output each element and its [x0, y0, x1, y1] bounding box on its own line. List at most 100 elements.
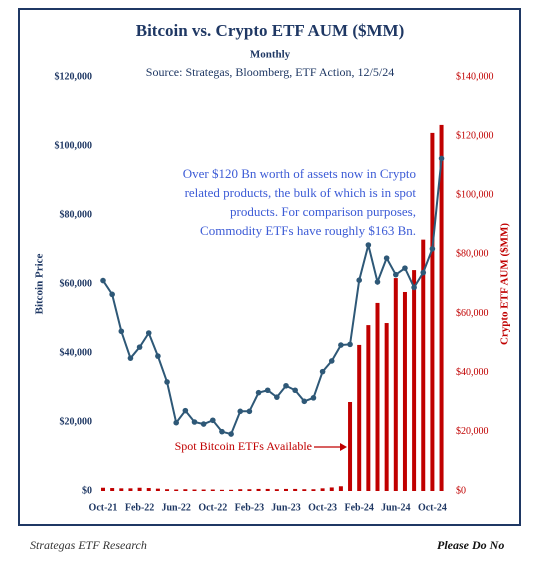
y2-tick-label: $60,000 [456, 308, 489, 319]
bar [421, 239, 426, 491]
y2-tick-label: $80,000 [456, 249, 489, 260]
line-point [109, 291, 115, 298]
bar [311, 489, 316, 491]
bar [375, 302, 380, 491]
line-point [301, 398, 308, 405]
line-point [136, 344, 143, 350]
line [102, 158, 443, 436]
bar [174, 489, 179, 491]
line-point [228, 431, 234, 437]
arrow-label: Spot Bitcoin ETFs Available [175, 439, 312, 453]
bar [101, 487, 105, 491]
x-tick-label: Jun-24 [381, 502, 410, 513]
y-tick-label: $100,000 [55, 140, 93, 151]
line-point [319, 368, 326, 375]
bar [430, 132, 435, 491]
bar [210, 489, 215, 491]
y-tick-label: $20,000 [60, 416, 93, 427]
bar [439, 124, 444, 492]
y-tick-label: $0 [82, 485, 92, 496]
line-point [328, 358, 335, 364]
y2-tick-label: $140,000 [456, 71, 494, 82]
line-point [164, 379, 170, 385]
annotation: Over $120 Bn worth of assets now in Cryp… [183, 166, 417, 238]
line-point [200, 421, 207, 427]
line-point [246, 408, 253, 415]
bar [146, 488, 151, 491]
bar [265, 488, 270, 491]
bar [384, 323, 389, 491]
annotation-line: Over $120 Bn worth of assets now in Cryp… [183, 166, 416, 181]
bar [274, 489, 279, 491]
line-point [210, 417, 216, 424]
bar [329, 487, 334, 491]
line-point [429, 246, 436, 252]
bar [119, 488, 124, 491]
bar [402, 291, 407, 491]
bar [238, 489, 243, 491]
bar [366, 325, 371, 491]
line-point [283, 382, 289, 389]
x-tick-label: Feb-24 [344, 502, 373, 513]
bar [183, 489, 188, 491]
bar [165, 489, 170, 491]
annotation-line: products. For comparison purposes, [230, 204, 416, 219]
line-point [292, 387, 298, 394]
bar [128, 488, 133, 491]
y-tick-label: $80,000 [60, 209, 93, 220]
y-tick-label: $120,000 [55, 71, 93, 82]
line-point [237, 408, 244, 415]
line-point [402, 265, 408, 271]
line-point [274, 394, 280, 400]
y-axis-title: Bitcoin Price [34, 253, 46, 314]
x-tick-label: Feb-23 [235, 502, 264, 513]
x-tick-label: Oct-22 [198, 502, 227, 513]
x-tick-label: Oct-24 [418, 502, 447, 513]
line-point [118, 328, 125, 335]
line-point [420, 269, 427, 276]
bar [155, 488, 160, 491]
bar [357, 344, 362, 491]
bar [247, 489, 252, 491]
x-tick-label: Jun-23 [271, 502, 300, 513]
line-point [255, 389, 262, 396]
y2-axis-title: Crypto ETF AUM ($MM) [499, 223, 511, 345]
y-tick-label: $40,000 [60, 347, 93, 358]
chart-frame [18, 8, 521, 526]
annotation-line: Commodity ETFs have roughly $163 Bn. [200, 223, 416, 238]
bar [201, 489, 206, 491]
y-tick-label: $60,000 [60, 278, 93, 289]
line-point [347, 341, 353, 348]
chart-title: Bitcoin vs. Crypto ETF AUM ($MM) [136, 21, 405, 40]
bar [137, 487, 142, 491]
bar [293, 488, 298, 491]
y2-tick-label: $20,000 [456, 426, 489, 437]
bar [348, 401, 353, 491]
footer-right: Please Do No [437, 538, 504, 552]
bar [192, 489, 197, 491]
line-point [411, 284, 417, 291]
y2-tick-label: $0 [456, 485, 466, 496]
line-point [438, 155, 445, 162]
x-tick-label: Feb-22 [125, 502, 154, 513]
bar [302, 489, 307, 491]
y2-tick-label: $40,000 [456, 367, 489, 378]
line-point [338, 342, 344, 348]
annotation-line: related products, the bulk of which is i… [185, 185, 417, 200]
y2-tick-label: $100,000 [456, 190, 494, 201]
line-point [310, 395, 317, 401]
x-tick-label: Jun-22 [161, 502, 190, 513]
line-point [219, 428, 225, 435]
bar [338, 486, 343, 491]
line-point [100, 277, 106, 284]
bar [256, 488, 261, 491]
line-point [155, 353, 161, 359]
bar [110, 488, 115, 491]
y2-tick-label: $120,000 [456, 130, 494, 141]
x-tick-label: Oct-21 [89, 502, 118, 513]
bar [284, 488, 288, 491]
x-tick-label: Oct-23 [308, 502, 337, 513]
line-point [264, 387, 271, 394]
bar [412, 270, 417, 491]
